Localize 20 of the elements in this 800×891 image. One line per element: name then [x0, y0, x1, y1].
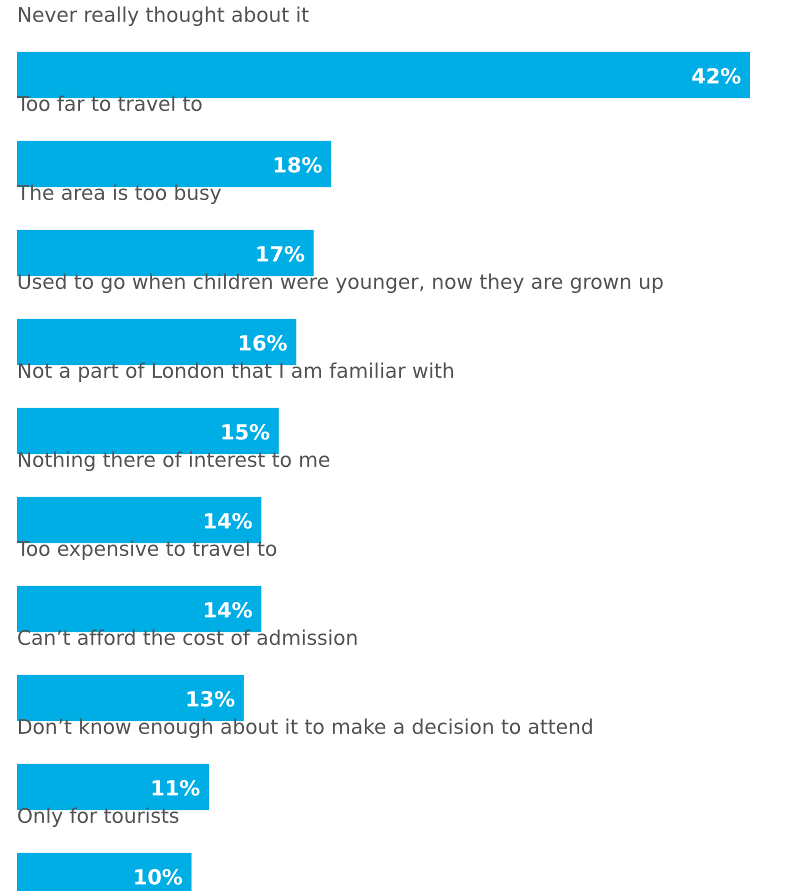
data-label: 18% [274, 156, 322, 173]
y-tick-label: Too expensive to travel to [16, 540, 276, 560]
data-label: 13% [188, 690, 234, 707]
data-label: 14% [205, 602, 252, 618]
data-label: 16% [240, 334, 287, 351]
data-label: 14% [205, 512, 252, 529]
data-label: 17% [257, 246, 304, 262]
data-label: 11% [152, 780, 200, 796]
y-tick-label: Not a part of London that I am familiar with [18, 362, 454, 382]
y-tick-label: Don’t know enough about it to make a decision to attend [18, 718, 592, 738]
data-label: 15% [222, 424, 270, 440]
data-label: 42% [692, 68, 741, 84]
data-label: 10% [135, 868, 182, 885]
y-tick-label: Only for tourists [18, 808, 178, 828]
y-tick-label: The area is too busy [16, 184, 221, 204]
y-tick-label: Too far to travel to [16, 96, 202, 112]
y-tick-label: Can’t afford the cost of admission [18, 630, 357, 646]
y-tick-label: Nothing there of interest to me [18, 452, 330, 472]
y-tick-label: Used to go when children were younger, now they are grown up [18, 274, 663, 294]
y-tick-label: Never really thought about it [18, 6, 309, 26]
